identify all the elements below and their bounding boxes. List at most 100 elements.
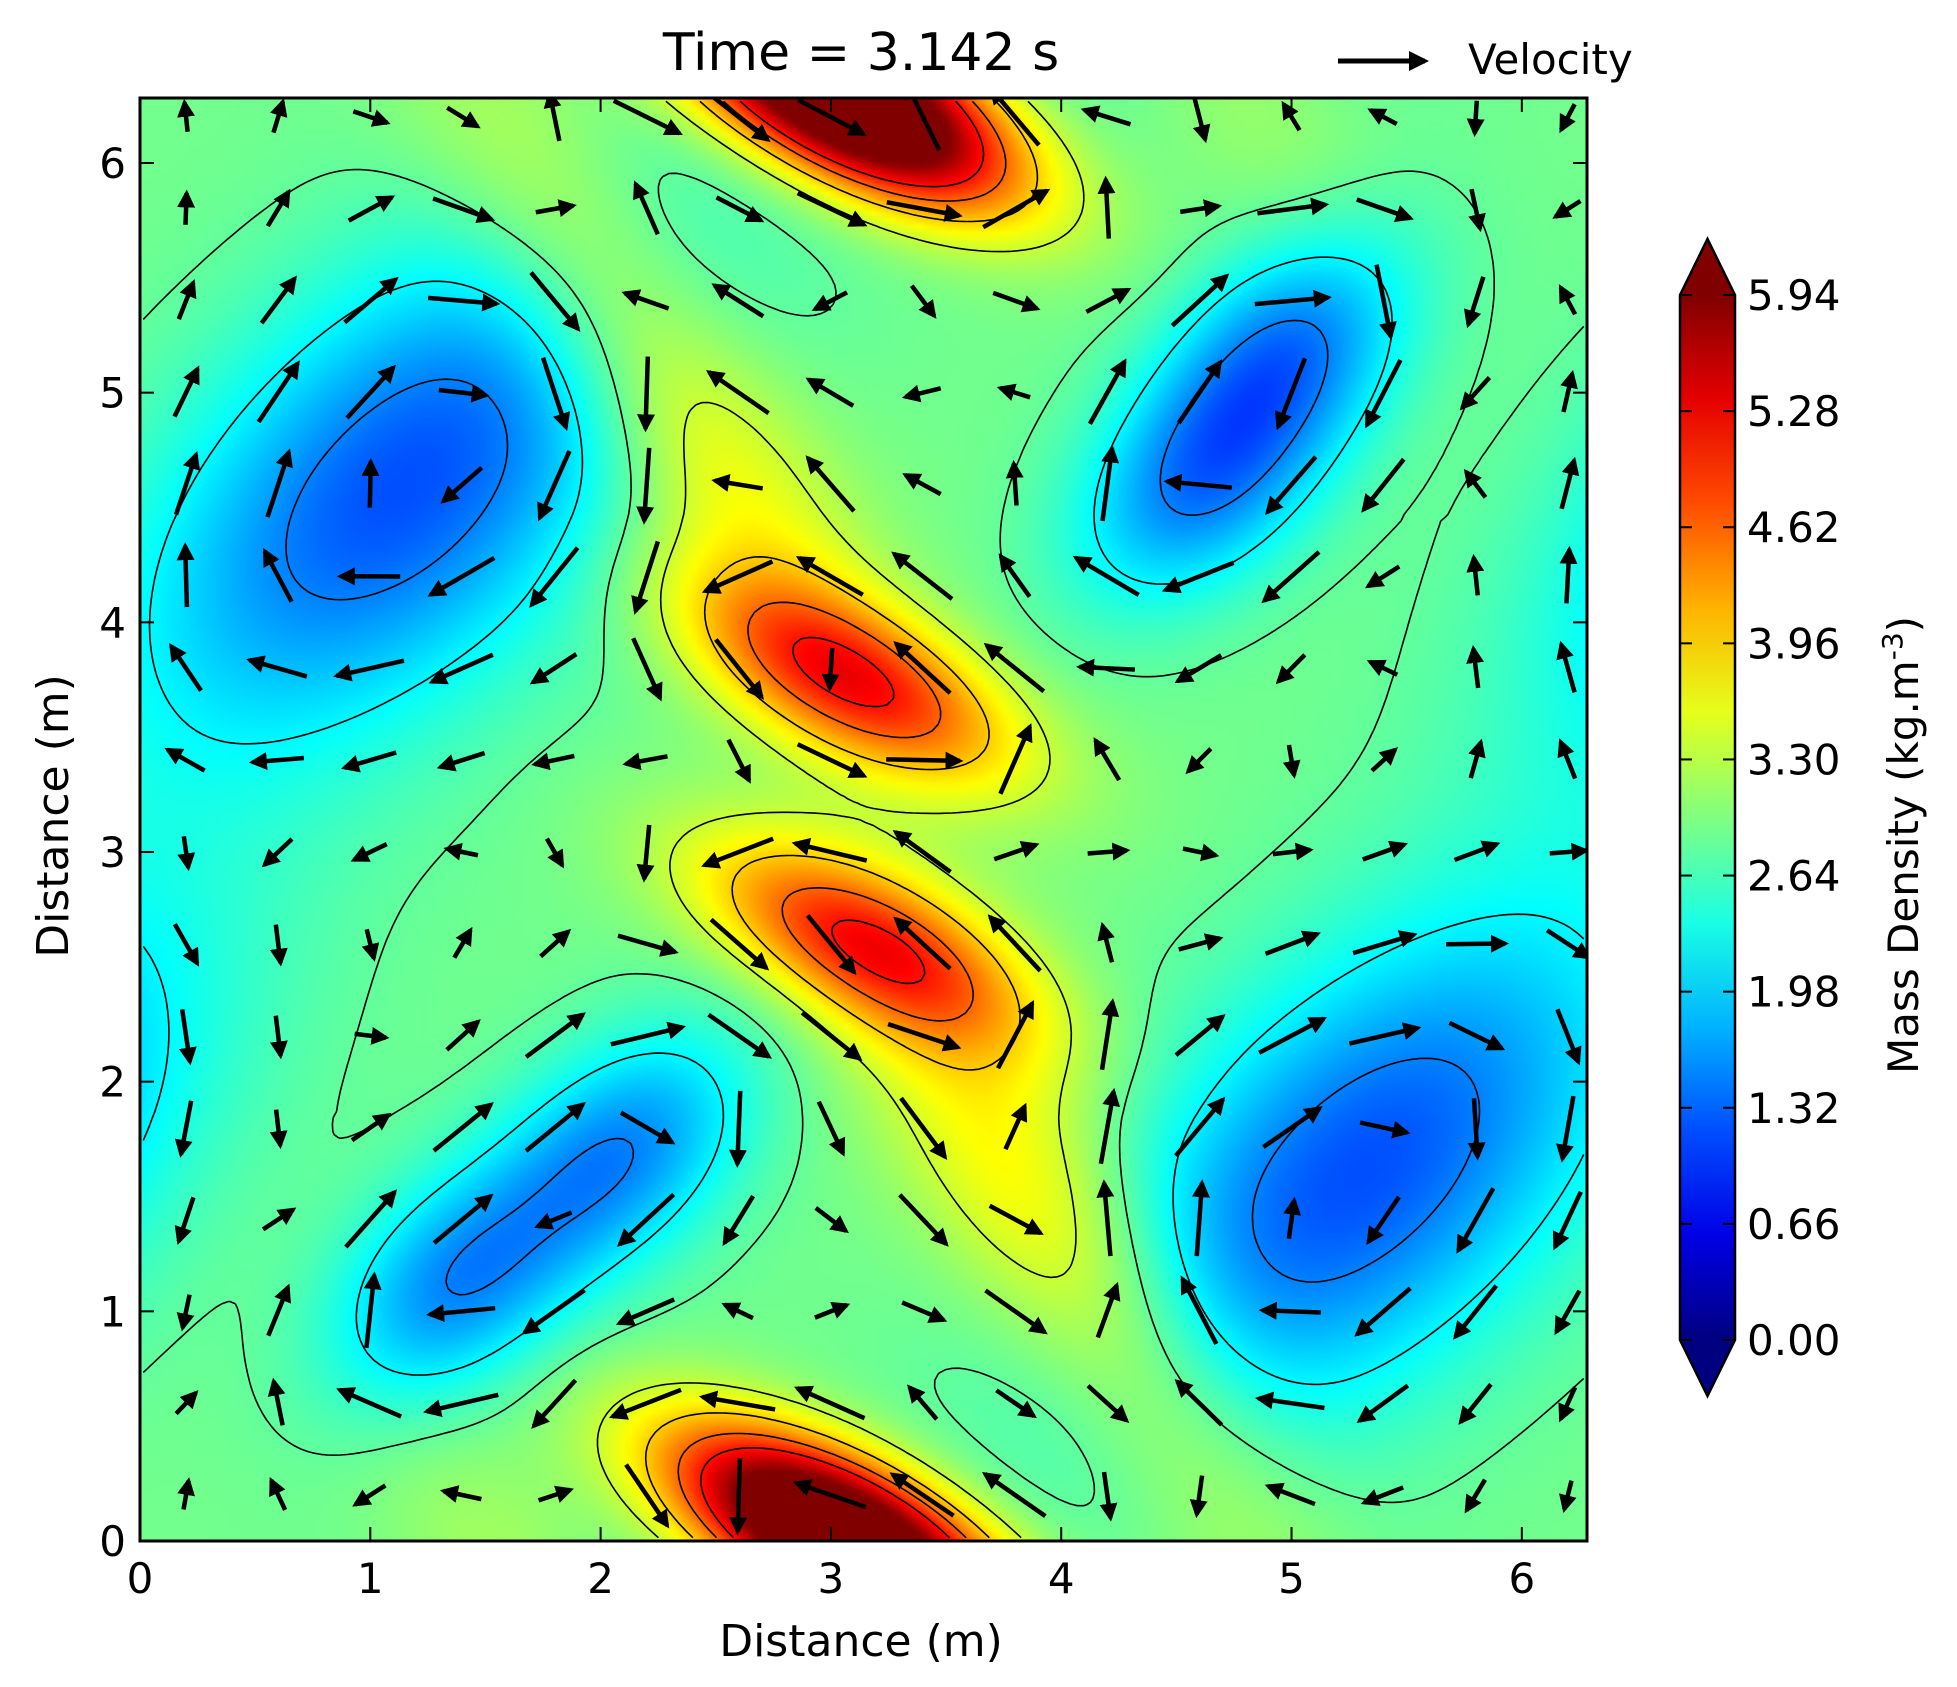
velocity-arrow <box>1174 1379 1224 1427</box>
velocity-arrow <box>1359 1120 1411 1139</box>
colorbar-label-exp: -3 <box>1876 632 1909 660</box>
velocity-arrow <box>1463 468 1488 499</box>
velocity-arrow <box>246 655 308 679</box>
plot-frame <box>138 96 1589 1543</box>
velocity-arrow <box>1185 747 1213 775</box>
velocity-arrow <box>1448 1020 1506 1051</box>
velocity-arrow <box>544 837 565 869</box>
velocity-arrow <box>1005 459 1024 506</box>
velocity-arrow <box>1072 555 1140 597</box>
velocity-arrow <box>1189 1475 1208 1519</box>
velocity-arrow <box>791 838 868 863</box>
density-contours <box>142 100 1585 1539</box>
velocity-arrow <box>1274 357 1308 431</box>
velocity-arrow <box>612 98 683 136</box>
x-tick-label: 2 <box>587 1554 614 1603</box>
velocity-arrow <box>269 1015 288 1060</box>
x-axis-label: Distance (m) <box>719 1616 1003 1667</box>
velocity-arrow <box>164 747 206 773</box>
velocity-arrow <box>1374 264 1397 341</box>
velocity-arrow <box>893 640 952 695</box>
velocity-arrow <box>265 448 293 518</box>
velocity-arrow <box>1467 1098 1486 1161</box>
velocity-arrow <box>347 195 396 223</box>
velocity-arrow <box>624 1463 670 1529</box>
y-axis-label: Distance (m) <box>28 674 79 958</box>
velocity-arrow <box>350 1112 392 1143</box>
x-tick-label: 6 <box>1508 1554 1535 1603</box>
velocity-arrow <box>1170 273 1230 328</box>
velocity-arrow <box>992 290 1041 313</box>
colorbar-gradient <box>1680 295 1735 1340</box>
velocity-arrow <box>633 180 660 236</box>
colorbar-tick-label: 1.32 <box>1747 1084 1841 1133</box>
velocity-arrow <box>261 837 294 868</box>
velocity-arrow <box>889 1472 955 1518</box>
velocity-arrow <box>1093 737 1122 782</box>
velocity-arrow <box>1555 1008 1582 1066</box>
velocity-arrow <box>1161 560 1235 594</box>
velocity-arrow <box>901 1300 948 1323</box>
velocity-arrow <box>814 1206 849 1234</box>
y-tick-label: 4 <box>99 598 126 647</box>
velocity-arrow <box>428 652 494 685</box>
velocity-arrow <box>1446 934 1509 953</box>
velocity-arrow <box>710 98 771 142</box>
velocity-arrow <box>1086 1384 1130 1424</box>
velocity-arrow <box>1282 744 1301 779</box>
velocity-arrow <box>907 1384 939 1421</box>
velocity-arrow <box>270 98 288 134</box>
velocity-arrow <box>531 1378 578 1429</box>
velocity-arrow <box>631 637 663 702</box>
velocity-arrow <box>1003 1102 1028 1151</box>
velocity-arrow <box>996 1000 1035 1070</box>
velocity-arrow <box>886 200 963 222</box>
velocity-arrow <box>722 1194 756 1246</box>
velocity-arrow <box>714 638 764 700</box>
velocity-arrow <box>267 1377 286 1426</box>
velocity-arrow <box>721 1302 754 1321</box>
y-tick-label: 1 <box>99 1287 126 1336</box>
velocity-arrow <box>1558 1386 1578 1423</box>
velocity-arrow <box>1352 930 1418 956</box>
legend: Velocity <box>1338 35 1633 84</box>
velocity-arrow <box>440 465 484 504</box>
velocity-arrow <box>352 109 391 127</box>
velocity-arrow <box>1552 199 1582 219</box>
velocity-arrow <box>636 824 655 883</box>
velocity-arrow <box>1264 930 1321 956</box>
velocity-arrow <box>1356 1383 1410 1423</box>
velocity-vectors <box>164 98 1587 1536</box>
velocity-arrow <box>805 455 856 513</box>
velocity-arrow <box>800 1010 863 1061</box>
velocity-arrow <box>333 658 405 682</box>
velocity-arrow <box>427 556 496 597</box>
velocity-arrow <box>1361 840 1408 862</box>
velocity-arrow <box>340 750 397 773</box>
colorbar-min-extension <box>1680 1340 1735 1396</box>
velocity-arrow <box>698 1390 776 1412</box>
velocity-arrow <box>715 195 765 223</box>
velocity-arrow <box>539 928 572 959</box>
velocity-arrow <box>707 1012 772 1059</box>
velocity-arrow <box>1163 473 1232 492</box>
x-tick-label: 0 <box>127 1554 154 1603</box>
velocity-arrow <box>524 1102 586 1153</box>
velocity-arrow <box>176 1294 195 1332</box>
velocity-arrow <box>1559 456 1580 510</box>
velocity-arrow <box>609 1387 682 1420</box>
velocity-arrow <box>1096 1179 1115 1257</box>
velocity-arrow <box>432 1193 494 1245</box>
velocity-arrow <box>636 356 655 433</box>
velocity-arrow <box>1360 1485 1405 1506</box>
velocity-arrow <box>1174 653 1223 684</box>
x-tick-label: 4 <box>1048 1554 1075 1603</box>
colorbar-tick-label: 0.00 <box>1747 1316 1841 1365</box>
velocity-arrow <box>909 284 937 319</box>
velocity-arrow <box>350 842 388 862</box>
velocity-arrow <box>174 1390 199 1416</box>
y-tick-label: 5 <box>99 369 126 418</box>
velocity-arrow <box>1558 284 1578 316</box>
velocity-arrow <box>1099 1471 1118 1522</box>
